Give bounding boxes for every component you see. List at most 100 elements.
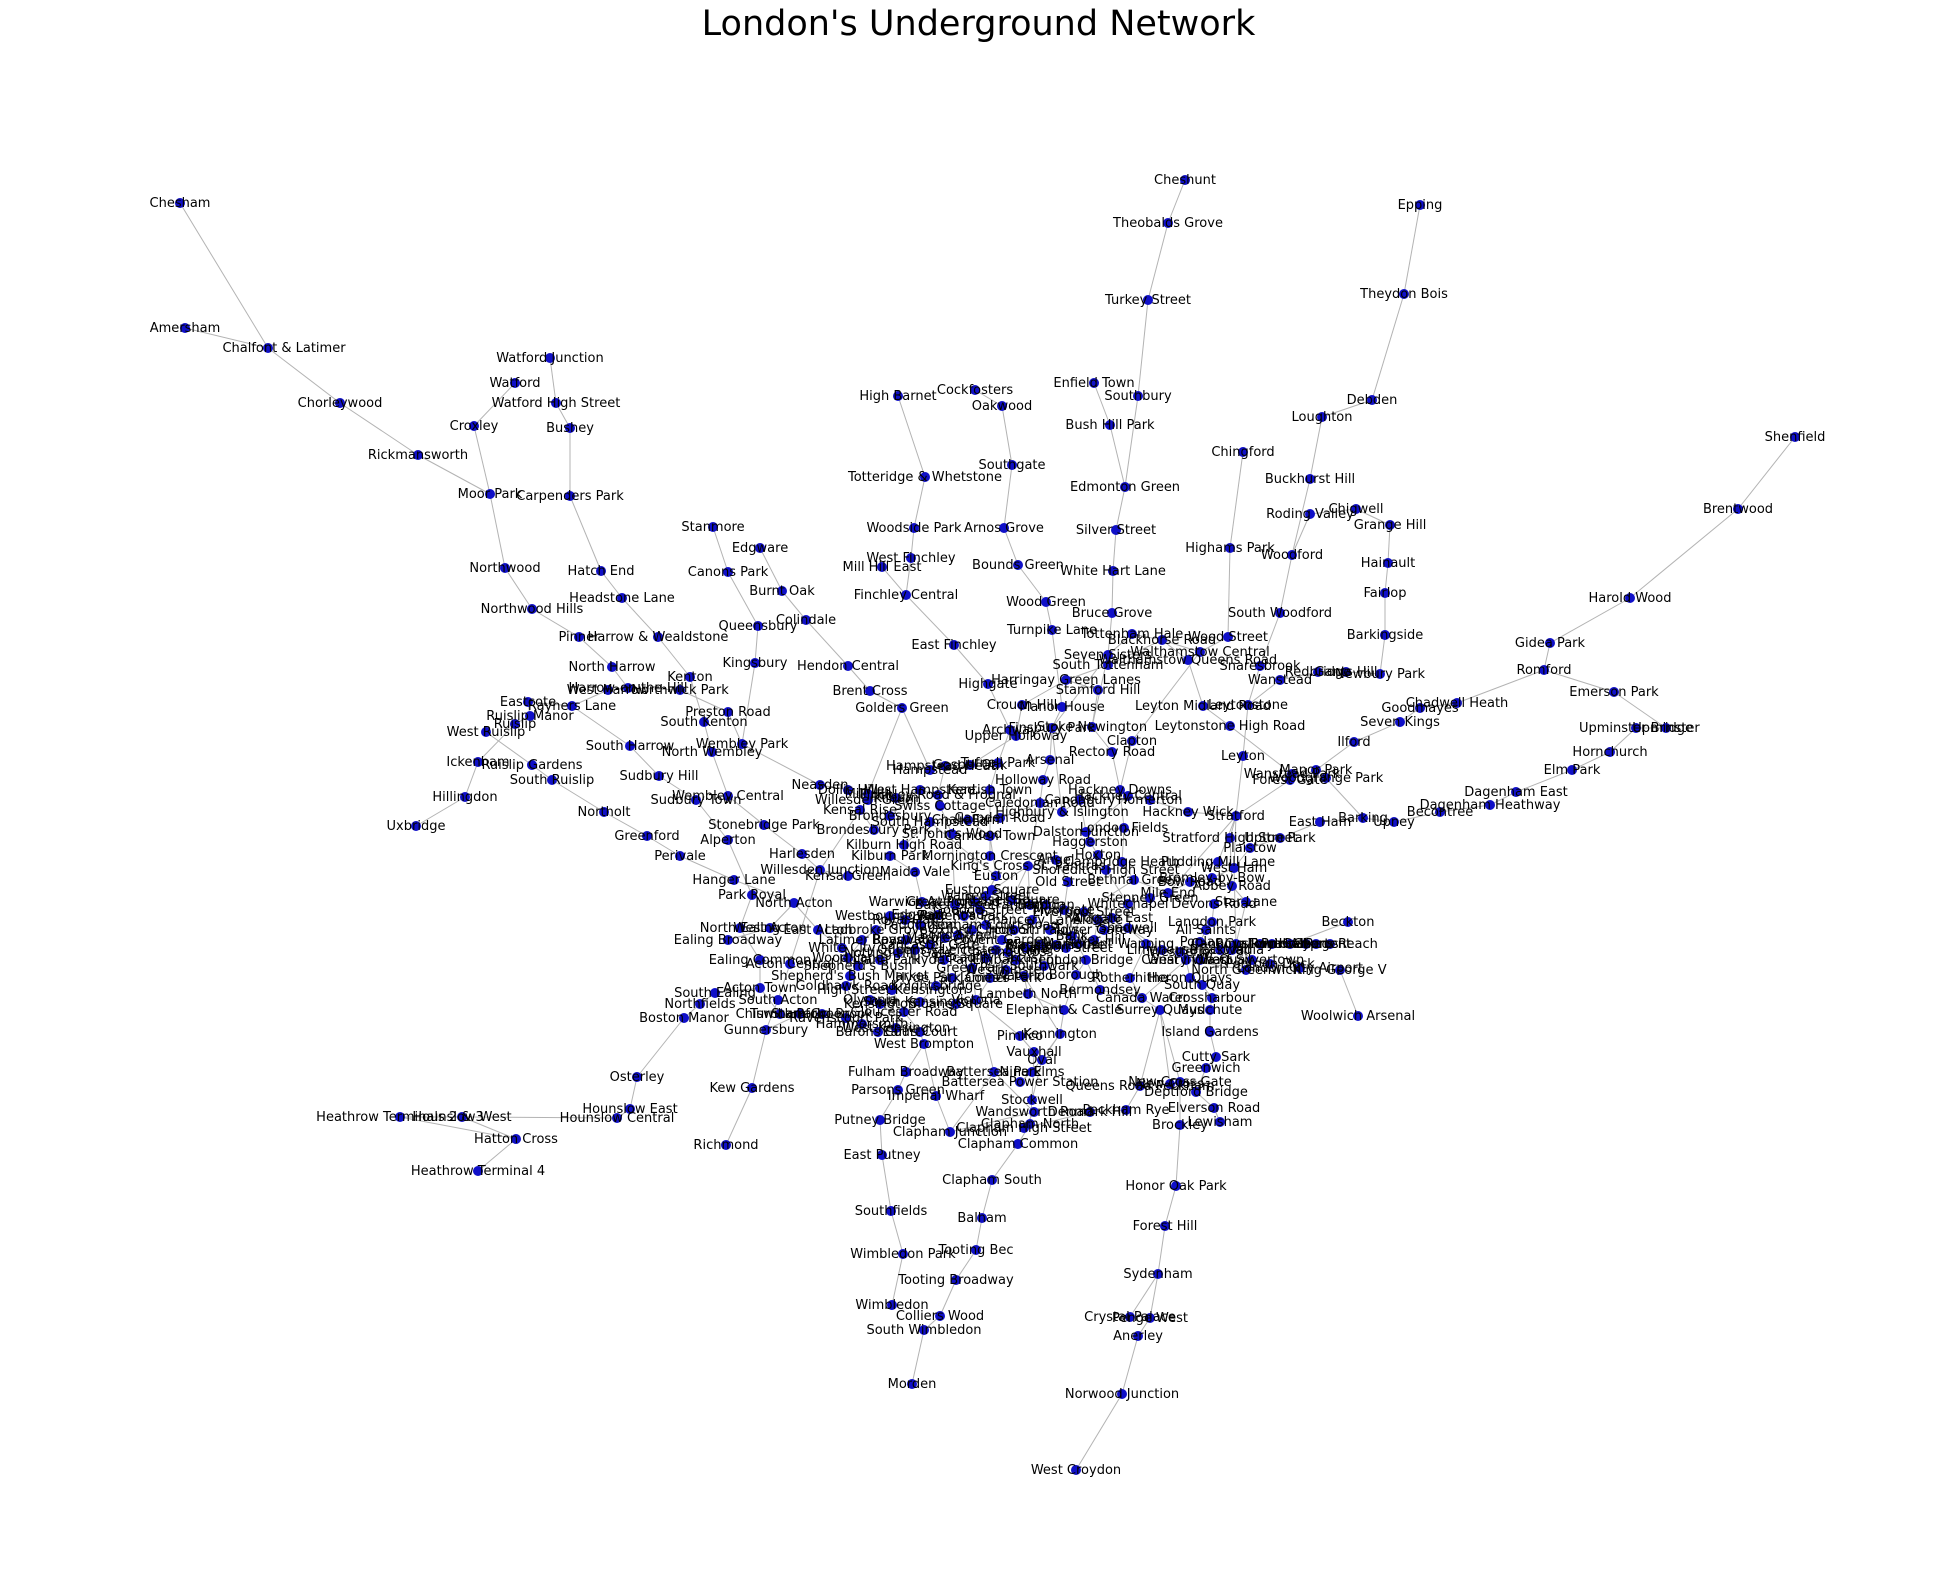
station-node-richmond (721, 1140, 731, 1150)
station-node-becontree (1435, 807, 1445, 817)
station-label-edmonton-green: Edmonton Green (1070, 480, 1180, 495)
station-node-heathrow-terminals-2-and-3 (395, 1112, 405, 1122)
station-label-hounslow-west: Hounslow West (412, 1110, 511, 1125)
station-node-blackhorse-road (1157, 635, 1167, 645)
station-node-london-fields (1119, 823, 1129, 833)
station-label-russell-square: Russell Square (964, 893, 1059, 908)
station-node-chigwell (1351, 504, 1361, 514)
station-node-kew-gardens (747, 1083, 757, 1093)
station-label-romford: Romford (1517, 663, 1572, 678)
station-node-elverson-road (1209, 1103, 1219, 1113)
station-label-hackney-wick: Hackney Wick (1142, 805, 1234, 820)
station-node-bond-street (953, 930, 963, 940)
station-label-colindale: Colindale (776, 613, 836, 628)
station-label-dagenham-heathway: Dagenham Heathway (1420, 798, 1561, 813)
edge-chingford-highams-park (1229, 451, 1244, 549)
station-node-monument (1073, 939, 1083, 949)
edge-cockfosters-oakwood (974, 389, 1003, 407)
station-node-bayswater (901, 935, 911, 945)
station-node-white-hart-lane (1108, 566, 1118, 576)
station-label-south-wimbledon: South Wimbledon (866, 1323, 981, 1338)
station-node-dagenham-east (1511, 787, 1521, 797)
edge-wapping-rotherhithe (1129, 943, 1147, 979)
station-label-notting-hill-gate: Notting Hill Gate (844, 946, 952, 961)
station-node-lambeth-north (1023, 989, 1033, 999)
edge-stratford-hackney-wick (1187, 811, 1237, 817)
station-node-king-george-v (1335, 965, 1345, 975)
station-node-north-ealing (735, 923, 745, 933)
station-node-heron-quays (1185, 973, 1195, 983)
edge-surrey-quays-new-cross (1159, 1009, 1171, 1085)
station-label-sudbury-hill: Sudbury Hill (619, 769, 698, 784)
station-node-cheshunt (1180, 175, 1190, 185)
station-label-south-acton: South Acton (738, 993, 817, 1008)
station-node-stockwell (1027, 1095, 1037, 1105)
station-label-wapping: Wapping (1118, 937, 1175, 952)
station-label-mill-hill-east: Mill Hill East (843, 560, 922, 575)
station-label-east-acton: East Acton (783, 923, 852, 938)
station-label-grange-hill: Grange Hill (1354, 518, 1427, 533)
station-node-all-saints (1201, 925, 1211, 935)
edge-turkey-street-southbury (1137, 299, 1149, 397)
station-node-south-woodford (1275, 608, 1285, 618)
edge-northwood-northwood-hills (504, 567, 533, 610)
station-label-hanger-lane: Hanger Lane (692, 873, 775, 888)
edge-acton-town-south-ealing (714, 987, 761, 994)
station-node-hatton-cross (511, 1134, 521, 1144)
station-node-crouch-hill (1017, 700, 1027, 710)
station-node-high-street-kensington (887, 985, 897, 995)
station-node-wanstead (1275, 675, 1285, 685)
edge-honor-oak-park-forest-hill (1164, 1185, 1177, 1227)
edge-king-s-cross-st-pancras-russell-square (1011, 865, 1029, 901)
station-label-plaistow: Plaistow (1223, 841, 1277, 856)
edge-wimbledon-park-wimbledon (891, 1253, 904, 1306)
edge-south-ruislip-northolt (551, 779, 605, 813)
station-node-paddington (915, 920, 925, 930)
station-node-south-wimbledon (919, 1325, 929, 1335)
station-node-hammersmith (857, 1019, 867, 1029)
station-node-euston (991, 871, 1001, 881)
edge-wandsworth-road-clapham-junction (949, 1111, 1035, 1133)
edge-ilford-manor-park (1315, 741, 1355, 771)
station-node-wandsworth-road (1029, 1107, 1039, 1117)
edge-chigwell-grange-hill (1355, 508, 1391, 526)
edge-kew-gardens-richmond (725, 1087, 753, 1146)
station-node-queensway (910, 945, 920, 955)
edge-south-woodford-snaresbrook (1259, 612, 1281, 667)
station-label-ravenscourt-park: Ravenscourt Park (789, 1011, 903, 1026)
edge-farringdon-king-s-cross-st-pancras (1027, 865, 1031, 906)
edge-east-putney-southfields (881, 1154, 892, 1212)
edge-wanstead-leytonstone (1247, 679, 1281, 706)
station-label-cambridge-heath: Cambridge Heath (1065, 855, 1180, 870)
edge-moor-park-northwood (489, 493, 506, 569)
edge-upney-barking (1362, 817, 1395, 823)
station-label-homerton: Homerton (1117, 793, 1182, 808)
station-label-redbridge: Redbridge (1285, 665, 1351, 680)
edge-carpenders-park-hatch-end (569, 495, 602, 572)
station-node-tottenham-court-road (981, 920, 991, 930)
station-label-oakwood: Oakwood (972, 399, 1033, 414)
edge-canada-water-canary-wharf (1141, 959, 1187, 999)
station-node-northwood-hills (527, 604, 537, 614)
edge-wanstead-park-leytonstone-high-road (1229, 725, 1293, 775)
station-label-neasden: Neasden (792, 778, 849, 793)
station-node-fairlop (1380, 588, 1390, 598)
station-label-walthamstow-central: Walthamstow Central (1130, 645, 1270, 660)
station-node-amersham (180, 323, 190, 333)
edge-burnt-oak-colindale (781, 590, 807, 621)
station-label-dagenham-east: Dagenham East (1464, 785, 1568, 800)
station-label-becontree: Becontree (1407, 805, 1473, 820)
edge-greenford-perivale (646, 835, 681, 857)
station-label-tower-hill: Tower Hill (1062, 933, 1125, 948)
edge-south-acton-gunnersbury (765, 999, 779, 1031)
station-node-acton-central (785, 959, 795, 969)
station-label-maida-vale: Maida Vale (880, 865, 951, 880)
station-node-gants-hill (1341, 667, 1351, 677)
station-label-acton-town: Acton Town (723, 981, 797, 996)
station-node-west-ruislip (481, 727, 491, 737)
station-node-mansion-house (1051, 940, 1061, 950)
station-node-greenwich (1201, 1063, 1211, 1073)
station-label-wembley-central: Wembley Central (672, 789, 784, 804)
station-label-waterloo: Waterloo (995, 969, 1053, 984)
edge-north-wembley-wembley-central (711, 751, 729, 797)
